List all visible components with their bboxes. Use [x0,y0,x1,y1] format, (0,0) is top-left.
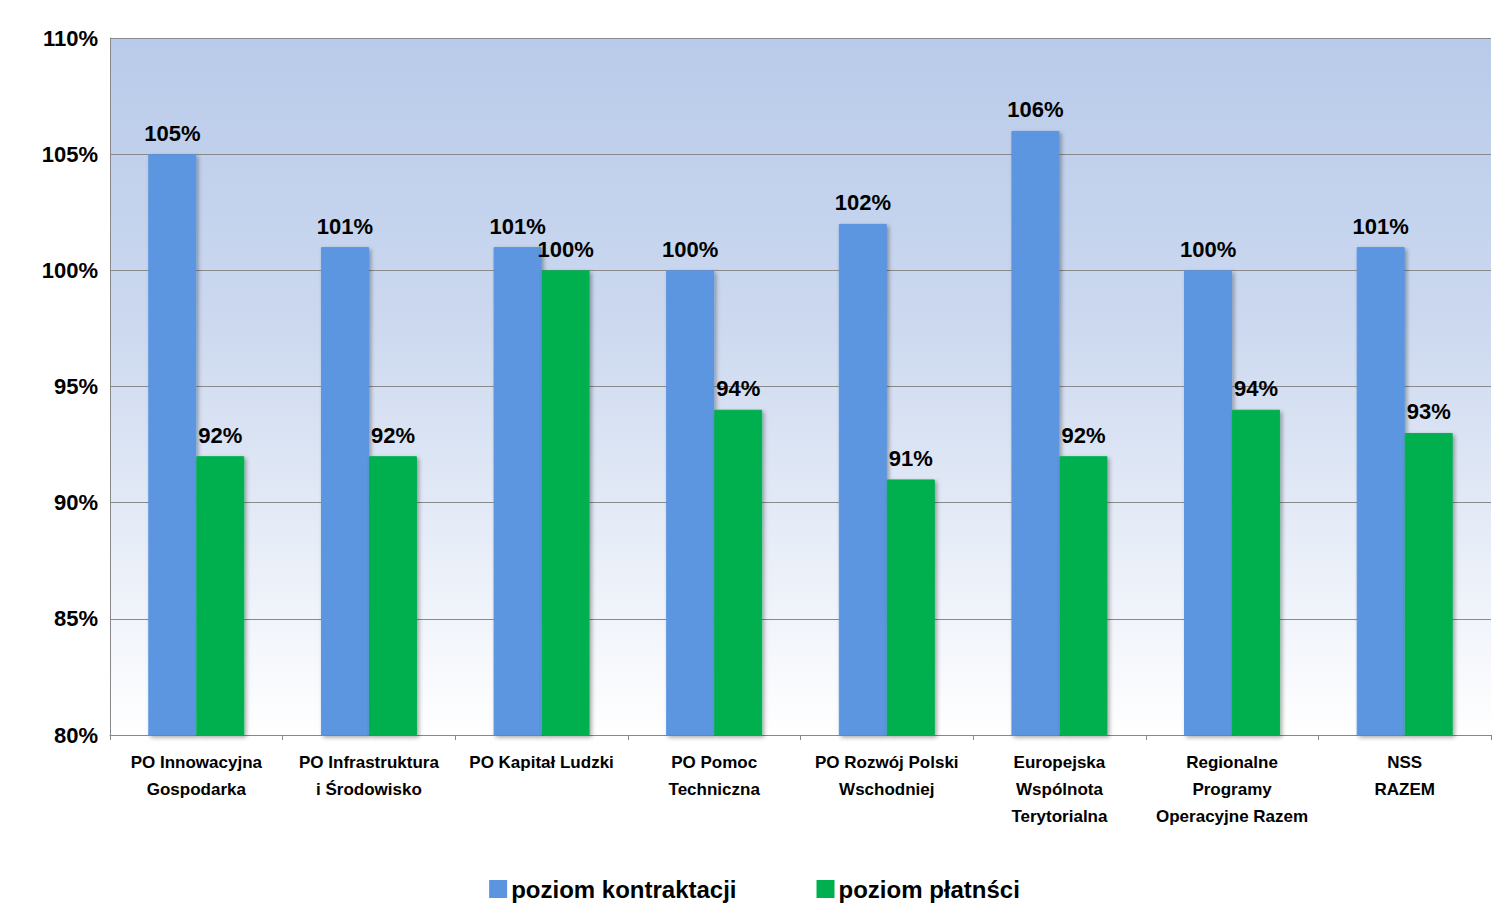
svg-text:92%: 92% [198,423,242,448]
svg-text:102%: 102% [835,190,891,215]
svg-text:90%: 90% [54,490,98,515]
svg-text:95%: 95% [54,374,98,399]
svg-text:NSS: NSS [1387,753,1422,772]
svg-text:101%: 101% [489,214,545,239]
svg-text:100%: 100% [1180,237,1236,262]
svg-text:poziom płatnści: poziom płatnści [839,876,1020,903]
svg-text:100%: 100% [42,258,98,283]
svg-text:110%: 110% [43,26,98,51]
svg-text:PO Kapitał Ludzki: PO Kapitał Ludzki [469,753,614,772]
svg-text:i Środowisko: i Środowisko [316,780,422,799]
svg-text:100%: 100% [537,237,593,262]
svg-text:RAZEM: RAZEM [1374,780,1434,799]
svg-text:94%: 94% [716,376,760,401]
svg-text:Wspólnota: Wspólnota [1016,780,1103,799]
svg-text:101%: 101% [1353,214,1409,239]
svg-text:PO Innowacyjna: PO Innowacyjna [131,753,263,772]
svg-text:91%: 91% [889,446,933,471]
svg-text:93%: 93% [1407,399,1451,424]
svg-text:PO Pomoc: PO Pomoc [671,753,757,772]
svg-text:92%: 92% [1061,423,1105,448]
svg-text:80%: 80% [54,723,98,748]
svg-text:Europejska: Europejska [1014,753,1106,772]
svg-text:106%: 106% [1007,97,1063,122]
svg-text:Operacyjne Razem: Operacyjne Razem [1156,807,1308,826]
svg-text:poziom kontraktacji: poziom kontraktacji [511,876,736,903]
svg-text:Wschodniej: Wschodniej [839,780,934,799]
svg-text:Terytorialna: Terytorialna [1011,807,1108,826]
svg-text:105%: 105% [144,121,200,146]
svg-text:94%: 94% [1234,376,1278,401]
svg-text:Programy: Programy [1192,780,1272,799]
svg-text:Techniczna: Techniczna [669,780,761,799]
svg-text:85%: 85% [54,606,98,631]
svg-text:PO Infrastruktura: PO Infrastruktura [299,753,439,772]
svg-text:PO Rozwój Polski: PO Rozwój Polski [815,753,959,772]
svg-text:105%: 105% [42,142,98,167]
svg-text:101%: 101% [317,214,373,239]
svg-text:Regionalne: Regionalne [1186,753,1278,772]
svg-text:92%: 92% [371,423,415,448]
svg-text:Gospodarka: Gospodarka [147,780,247,799]
svg-text:100%: 100% [662,237,718,262]
